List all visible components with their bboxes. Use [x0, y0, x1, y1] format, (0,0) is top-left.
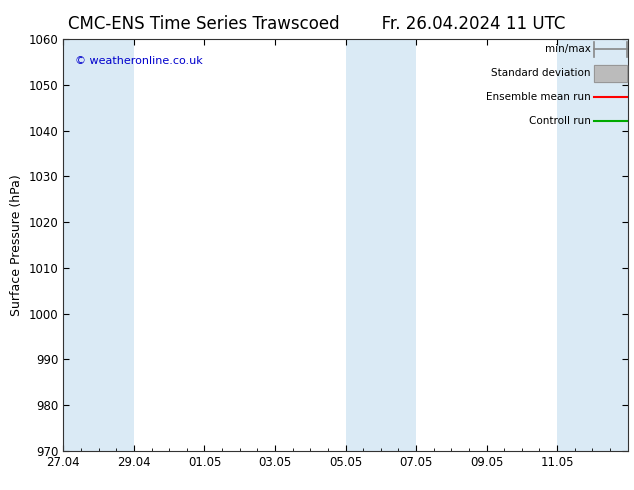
Text: © weatheronline.co.uk: © weatheronline.co.uk: [75, 56, 202, 66]
Bar: [557, 39, 628, 451]
Bar: [594, 65, 626, 82]
Bar: [594, 65, 626, 82]
Bar: [63, 39, 134, 451]
Text: Controll run: Controll run: [529, 116, 591, 126]
Text: CMC-ENS Time Series Trawscoed        Fr. 26.04.2024 11 UTC: CMC-ENS Time Series Trawscoed Fr. 26.04.…: [68, 15, 566, 33]
Y-axis label: Surface Pressure (hPa): Surface Pressure (hPa): [10, 174, 23, 316]
Text: Standard deviation: Standard deviation: [491, 69, 591, 78]
Bar: [346, 39, 416, 451]
Text: Ensemble mean run: Ensemble mean run: [486, 92, 591, 102]
Text: min/max: min/max: [545, 45, 591, 54]
